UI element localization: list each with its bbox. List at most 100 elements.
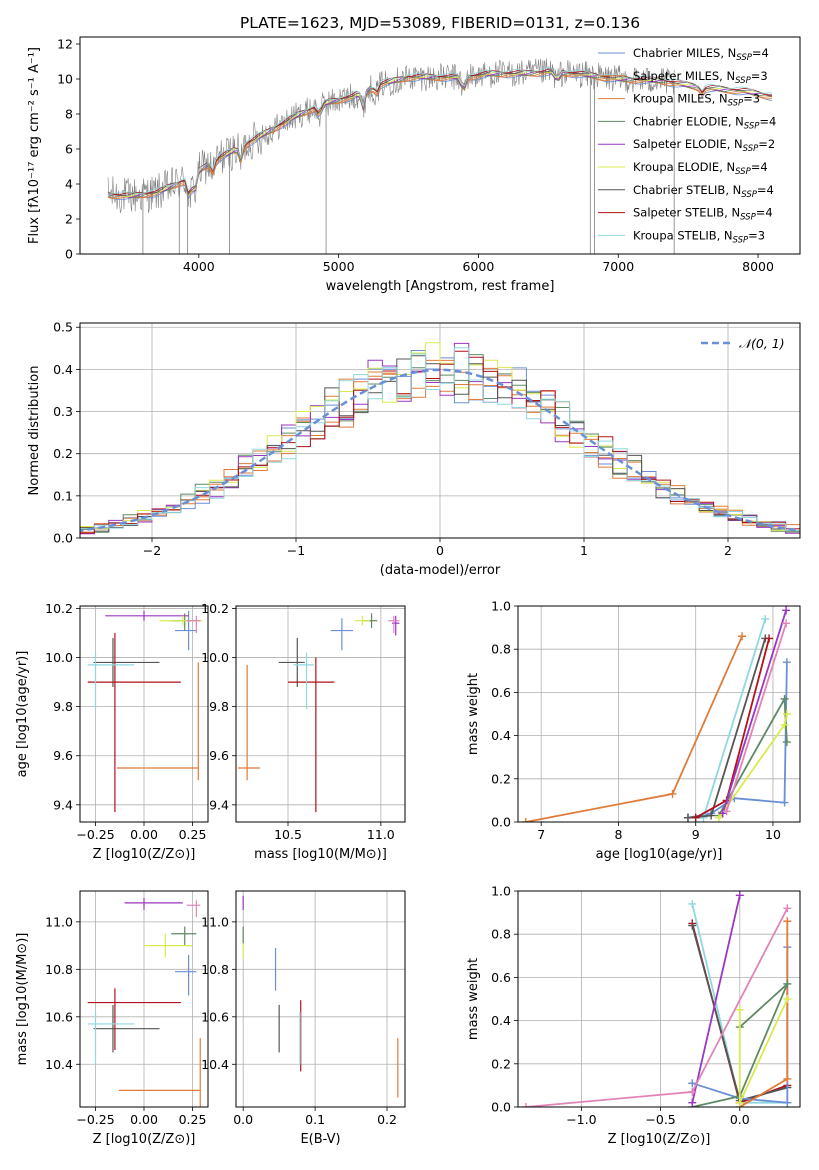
legend-subscript: SSP (741, 190, 757, 200)
x-axis-label: Z [log10(Z/Z⊙)] (608, 1132, 711, 1147)
x-tick-label: 0.2 (377, 1112, 397, 1127)
x-tick-label: 7000 (602, 259, 634, 274)
legend-subscript: SSP (743, 144, 759, 154)
weight-line-1 (687, 662, 788, 819)
error-cross (175, 610, 197, 651)
y-tick-label: 0.6 (491, 970, 511, 985)
y-tick-label: 10.6 (201, 1009, 229, 1024)
weight-marker (783, 904, 792, 913)
weight-marker (722, 807, 731, 816)
weight-marker (691, 813, 700, 822)
y-tick-label: 0.0 (53, 531, 73, 546)
axes-frame (235, 890, 406, 1108)
weight-marker (521, 1103, 530, 1107)
error-cross (93, 1004, 160, 1053)
x-axis-label: E(B-V) (300, 1132, 340, 1147)
weight-marker (782, 710, 791, 718)
panel-age_vs_mass: 10.5 11.0 9.4 9.6 9.8 10.0 10.2 mass [log10(M/M… (201, 601, 406, 862)
weight-marker (735, 1098, 744, 1107)
weight-line-5 (692, 983, 789, 1107)
error-cross (93, 637, 160, 687)
y-tick-label: 10.2 (201, 601, 229, 616)
x-tick-label: −0.25 (76, 827, 114, 842)
plot-area (87, 610, 203, 813)
y-tick-label: 4 (65, 177, 73, 192)
y-tick-label: 10.8 (45, 962, 73, 977)
model-line-4 (107, 70, 773, 199)
x-tick-label: 10 (765, 827, 781, 842)
y-tick-label: 10.0 (201, 650, 229, 665)
weight-marker (765, 634, 774, 643)
error-cross (87, 652, 135, 710)
y-tick-label: 10.4 (45, 1057, 73, 1072)
legend-value: =3 (743, 92, 760, 106)
x-tick-label: 0.0 (233, 1112, 253, 1127)
weight-line-7 (721, 610, 787, 814)
y-tick-label: 0 (65, 247, 73, 262)
weight-marker (688, 1079, 697, 1088)
x-axis-label: Z [log10(Z/Z⊙)] (93, 1132, 196, 1147)
y-tick-label: 9.4 (209, 797, 229, 812)
error-cross (278, 637, 305, 687)
axes-frame (517, 890, 801, 1108)
legend-entry: Chabrier ELODIE, NSSP=4 (633, 114, 776, 131)
legend-subscript: SSP (740, 213, 756, 223)
weight-marker (683, 813, 692, 822)
panel-mass_vs_ebv: 0.0 0.1 0.2 10.4 10.6 10.8 11.0 E(B-V) (201, 890, 406, 1147)
panel-weight_vs_age: 7 8 9 10 0.0 0.2 0.4 0.6 0.8 1.0 age [log10(age/yr… (466, 599, 801, 862)
x-tick-label: −1.0 (566, 1112, 596, 1127)
error-cross (118, 1038, 201, 1107)
error-cross (330, 618, 353, 651)
x-tick-label: 6000 (463, 259, 495, 274)
panel-age_vs_Z: −0.25 0.00 0.25 9.4 9.6 9.8 10.0 10.2 Z [log10(Z… (15, 601, 209, 862)
axes-frame (79, 36, 801, 255)
legend-value: =2 (758, 137, 775, 151)
error-cross (171, 926, 197, 946)
error-cross (175, 955, 197, 996)
error-cross (392, 615, 400, 636)
data-spectrum-line (107, 58, 675, 213)
x-tick-label: 0 (436, 543, 444, 558)
weight-marker (714, 813, 723, 822)
y-tick-label: 0.4 (491, 728, 511, 743)
weight-marker (782, 658, 791, 667)
plot-area (107, 58, 773, 254)
x-tick-label: −2 (143, 543, 161, 558)
y-axis-label: mass weight (466, 673, 481, 755)
y-axis-label: Flux [fλ10⁻¹⁷ erg cm⁻² s⁻¹ A⁻¹] (27, 47, 42, 244)
weight-marker (735, 891, 744, 900)
plot-area (237, 613, 400, 813)
y-tick-label: 6 (65, 142, 73, 157)
weight-marker (688, 1098, 697, 1107)
x-tick-label: 8 (614, 827, 622, 842)
legend-subscript: SSP (728, 99, 744, 109)
axes-frame (235, 605, 406, 823)
legend-value: =4 (751, 160, 768, 174)
y-axis-label: Normed distribution (27, 366, 42, 496)
legend-value: =4 (756, 206, 773, 220)
y-tick-label: 11.0 (201, 914, 229, 929)
x-tick-label: −1 (287, 543, 305, 558)
y-tick-label: 1.0 (491, 599, 511, 614)
y-tick-label: 0.2 (491, 771, 511, 786)
y-tick-label: 0.2 (53, 446, 73, 461)
y-tick-label: 2 (65, 212, 73, 227)
y-tick-label: 0.8 (491, 642, 511, 657)
weight-marker (761, 614, 770, 623)
y-tick-label: 10 (57, 72, 73, 87)
y-tick-label: 0.3 (53, 404, 73, 419)
legend-value: =4 (752, 46, 769, 60)
error-cross (116, 662, 199, 781)
plot-area (521, 606, 791, 822)
axes-frame (79, 322, 801, 539)
x-axis-label: (data-model)/error (380, 563, 501, 578)
y-tick-label: 0.4 (491, 1013, 511, 1028)
weight-marker (782, 606, 791, 615)
error-cross (186, 615, 201, 633)
y-tick-label: 11.0 (45, 914, 73, 929)
error-cross (144, 933, 193, 958)
weight-marker (783, 917, 792, 926)
y-tick-label: 1.0 (491, 884, 511, 899)
panel-weight_vs_Z: −1.0 −0.5 0.0 0.0 0.2 0.4 0.6 0.8 1.0 Z [log10(Z/… (466, 884, 801, 1147)
model-line-8 (107, 67, 773, 194)
